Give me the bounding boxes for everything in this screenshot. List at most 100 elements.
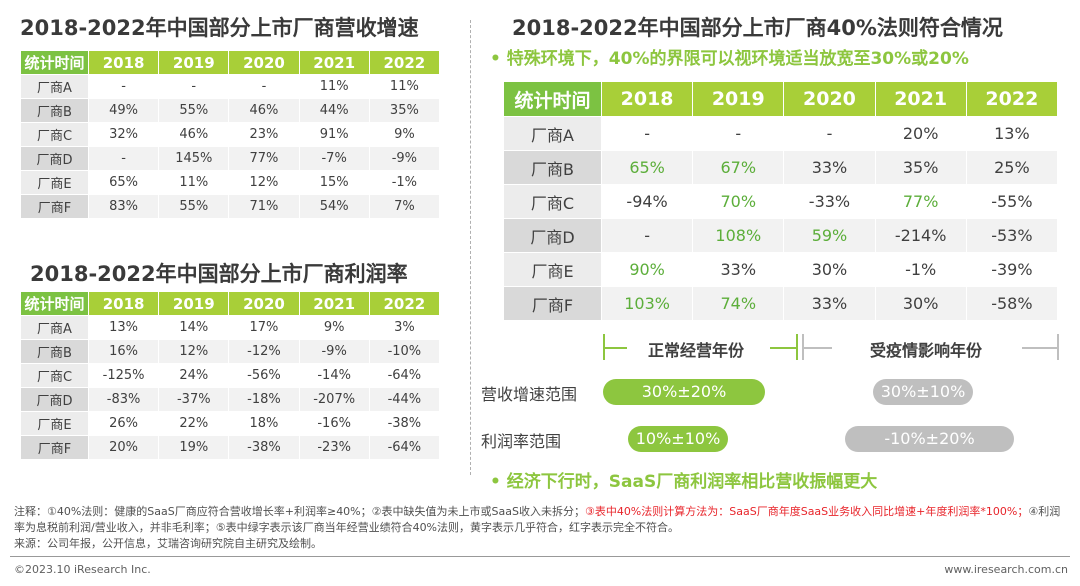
bracket-right [796,334,798,360]
revenue-normal-pill: 30%±20% [603,379,765,405]
column-header: 2018 [600,81,694,117]
table-cell: 23% [228,122,300,147]
table-cell: 65% [600,150,694,185]
table-row: 厂商C 32% 46% 23% 91% 9% [20,122,441,147]
table-row: 厂商F 20% 19% -38% -23% -64% [20,435,441,460]
table-cell: -64% [368,435,441,460]
column-header: 2018 [87,291,160,316]
notes: 注释：①40%法则：健康的SaaS厂商应符合营收增长率+利润率≥40%；②表中缺… [14,504,1069,552]
table-cell: 70% [692,184,785,219]
row-label: 厂商B [20,339,89,364]
table-cell: -94% [600,184,694,219]
table-row: 厂商F 83% 55% 71% 54% 7% [20,194,441,219]
table-cell: -38% [228,435,300,460]
divider [470,20,471,475]
table-cell: 25% [965,150,1059,185]
table-cell: 32% [87,122,160,147]
table-cell: - [600,116,694,151]
table-cell: 83% [87,194,160,219]
table-row: 厂商B 49% 55% 46% 44% 35% [20,98,441,123]
profit-normal-pill: 10%±10% [628,426,728,452]
table-cell: -53% [965,218,1059,253]
column-header: 统计时间 [20,291,89,316]
table-row: 厂商A - - -20% 13% [503,116,1059,151]
table-cell: 20% [874,116,967,151]
revenue-covid-pill: 30%±10% [873,379,973,405]
table-cell: -44% [368,387,441,412]
row-label: 厂商F [503,286,602,321]
table-cell: 30% [874,286,967,321]
rule40-title: 2018-2022年中国部分上市厂商40%法则符合情况 [512,16,1003,40]
note-source: 来源：公司年报，公开信息，艾瑞咨询研究院自主研究及绘制。 [14,537,322,550]
table-cell: 54% [298,194,370,219]
website: www.iresearch.com.cn [944,563,1068,576]
row-label: 厂商A [20,74,89,99]
table-cell: 33% [692,252,785,287]
column-header: 2019 [158,291,230,316]
table-cell: 17% [228,315,300,340]
rule40-table: 统计时间 2018 2019 2020 2021 2022 厂商A - - -20% 13% 厂商B 6… [503,81,1059,321]
table-cell: 33% [783,150,876,185]
bracket-line [603,347,627,349]
table-row: 厂商E 65% 11% 12% 15% -1% [20,170,441,195]
table-row: 厂商C -94% 70% -33% 77% -55% [503,184,1059,219]
table-row: 厂商C -125% 24% -56% -14% -64% [20,363,441,388]
table-cell: 11% [368,74,441,99]
table-cell: 15% [298,170,370,195]
table-cell: 3% [368,315,441,340]
header-row: 统计时间 2018 2019 2020 2021 2022 [20,50,441,75]
table-cell: 11% [158,170,230,195]
bracket-line-gray [802,347,832,349]
table-cell: -18% [228,387,300,412]
table-cell: -33% [783,184,876,219]
table-cell: -10% [368,339,441,364]
table-cell: 24% [158,363,230,388]
table-cell: 55% [158,98,230,123]
table-cell: - [692,116,785,151]
bracket-line [770,347,796,349]
row-label: 厂商B [20,98,89,123]
growth-table: 统计时间 2018 2019 2020 2021 2022 厂商A - - -11% 11% 厂商B 4… [20,50,441,219]
table-cell: 9% [298,315,370,340]
table-cell: 145% [158,146,230,171]
column-header: 2022 [368,291,441,316]
table-cell: -39% [965,252,1059,287]
row-label: 厂商C [20,122,89,147]
table-cell: -23% [298,435,370,460]
revenue-range-label: 营收增速范围 [481,385,578,404]
bracket-right-gray [1057,334,1059,360]
table-cell: 67% [692,150,785,185]
table-cell: 90% [600,252,694,287]
table-cell: 11% [298,74,370,99]
note-part1: 注释：①40%法则：健康的SaaS厂商应符合营收增长率+利润率≥40%；②表中缺… [14,505,585,518]
table-cell: -9% [368,146,441,171]
table-cell: -9% [298,339,370,364]
table-cell: 55% [158,194,230,219]
profit-table: 统计时间 2018 2019 2020 2021 2022 厂商A 13% 14% 17% 9% 3%… [20,291,441,460]
table-cell: 46% [228,98,300,123]
table-cell: 13% [87,315,160,340]
table-cell: - [87,74,160,99]
table-cell: 46% [158,122,230,147]
table-row: 厂商B 65% 67% 33% 35% 25% [503,150,1059,185]
table-cell: -7% [298,146,370,171]
table-cell: -58% [965,286,1059,321]
note-part3: ④利润率为息税前利润/营业收入，并非毛利率；⑤表中绿字表示该厂商当年经营业绩符合… [14,505,1061,534]
column-header: 2020 [783,81,876,117]
table-cell: -1% [874,252,967,287]
table-cell: 71% [228,194,300,219]
table-cell: 7% [368,194,441,219]
column-header: 2021 [298,50,370,75]
table-cell: 20% [87,435,160,460]
covid-years-label: 受疫情影响年份 [870,341,983,360]
table-cell: 18% [228,411,300,436]
table-cell: 13% [965,116,1059,151]
table-cell: 91% [298,122,370,147]
column-header: 2021 [298,291,370,316]
table-cell: 12% [158,339,230,364]
row-label: 厂商A [503,116,602,151]
table-cell: 14% [158,315,230,340]
row-label: 厂商E [20,170,89,195]
table-cell: 77% [228,146,300,171]
table-cell: 44% [298,98,370,123]
